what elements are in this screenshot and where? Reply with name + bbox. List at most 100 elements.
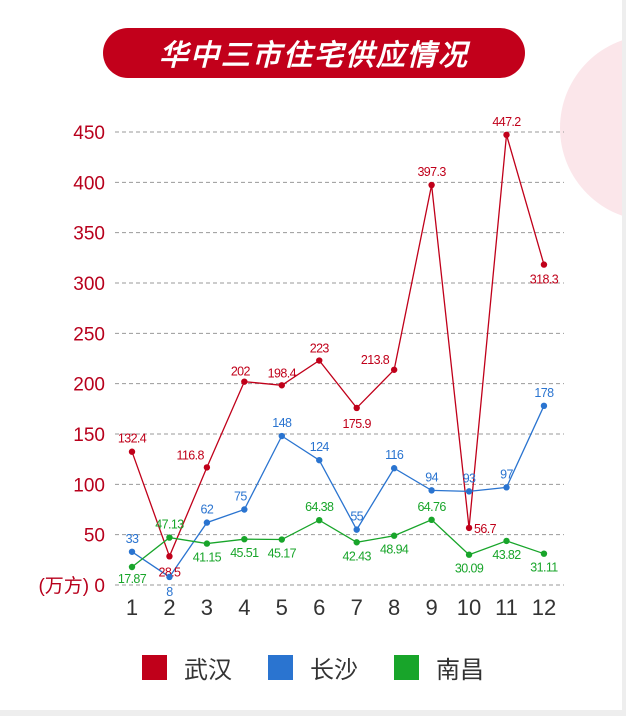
legend-swatch-wuhan (142, 655, 167, 680)
data-point (203, 519, 211, 526)
x-tick-label: 11 (495, 595, 518, 620)
data-point (316, 516, 323, 524)
series-line-1 (131, 405, 545, 578)
x-tick-label: 9 (425, 595, 437, 620)
data-point (465, 551, 473, 558)
data-label: 97 (500, 467, 513, 481)
data-label: 56.7 (474, 522, 497, 536)
data-label: 45.51 (230, 546, 259, 560)
data-label: 62 (201, 503, 214, 517)
data-label: 75 (234, 490, 247, 504)
x-tick-label: 2 (163, 595, 175, 620)
data-point (316, 357, 323, 364)
data-label: 47.13 (155, 518, 184, 532)
data-point (503, 484, 510, 491)
data-label: 198.4 (268, 366, 297, 380)
data-point (241, 535, 248, 543)
data-label: 318.3 (530, 273, 559, 287)
data-label: 132.4 (118, 432, 147, 446)
data-label: 124 (310, 440, 330, 454)
data-label: 175.9 (343, 417, 372, 431)
data-label: 93 (463, 471, 476, 485)
y-tick-label: 250 (73, 324, 105, 345)
data-point (353, 539, 360, 546)
data-label: 45.17 (268, 547, 297, 561)
legend: 武汉 长沙 南昌 (142, 650, 520, 685)
y-tick-label: 300 (73, 274, 105, 295)
legend-item-changsha: 长沙 (268, 650, 358, 685)
data-point (353, 404, 360, 412)
data-label: 397.3 (417, 165, 446, 179)
data-label: 148 (272, 416, 292, 430)
data-label: 447.2 (492, 115, 521, 129)
y-tick-label: 450 (73, 123, 105, 144)
data-point (540, 402, 548, 410)
x-tick-label: 5 (276, 595, 288, 620)
data-point (203, 540, 211, 547)
legend-label-wuhan: 武汉 (184, 656, 232, 684)
y-tick-label: 350 (73, 224, 105, 245)
data-point (166, 573, 173, 581)
data-label: 178 (534, 386, 554, 400)
series-line-2 (131, 519, 545, 568)
data-label: 55 (350, 510, 363, 524)
legend-label-nanchang: 南昌 (436, 656, 484, 684)
data-point (465, 488, 473, 495)
data-label: 8 (166, 585, 173, 599)
data-point (128, 448, 136, 455)
data-label: 41.15 (193, 551, 222, 565)
data-point (390, 366, 398, 373)
data-point (166, 553, 173, 560)
data-label: 116 (385, 448, 404, 462)
x-tick-label: 8 (388, 595, 400, 620)
legend-swatch-changsha (268, 655, 293, 680)
data-point (278, 382, 285, 389)
data-point (428, 487, 435, 494)
data-label: 116.8 (177, 448, 205, 462)
x-tick-label: 1 (126, 595, 138, 620)
data-label: 28.5 (158, 565, 181, 579)
data-point (390, 465, 398, 472)
x-tick-label: 12 (532, 595, 556, 620)
data-point (503, 131, 510, 139)
data-point (278, 536, 285, 543)
data-point (428, 516, 435, 524)
legend-swatch-nanchang (394, 655, 419, 680)
data-label: 223 (310, 342, 330, 356)
data-point (316, 456, 323, 464)
x-tick-label: 6 (313, 595, 325, 620)
y-tick-label: 400 (73, 173, 105, 194)
title-banner: 华中三市住宅供应情况 (103, 28, 525, 78)
data-point (128, 548, 136, 555)
data-point (128, 563, 136, 571)
data-point (540, 261, 548, 268)
data-point (428, 181, 435, 189)
data-label: 94 (425, 470, 438, 484)
data-label: 30.09 (455, 562, 484, 576)
y-tick-label: (万方) 0 (38, 575, 105, 597)
legend-item-nanchang: 南昌 (394, 650, 484, 685)
data-label: 43.82 (492, 548, 521, 562)
y-tick-label: 100 (73, 475, 105, 496)
data-label: 17.87 (118, 572, 147, 586)
x-tick-label: 7 (351, 595, 363, 620)
data-label: 33 (126, 532, 139, 546)
data-point (390, 532, 398, 539)
data-point (503, 537, 510, 545)
x-tick-label: 10 (457, 595, 481, 620)
data-point (278, 432, 285, 440)
x-tick-label: 4 (238, 595, 250, 620)
data-label: 31.11 (530, 561, 558, 575)
data-label: 64.76 (417, 500, 446, 514)
data-label: 42.43 (343, 549, 372, 563)
y-tick-label: 50 (84, 526, 105, 547)
data-point (241, 378, 248, 385)
data-label: 213.8 (361, 353, 390, 367)
data-point (540, 550, 548, 557)
data-point (353, 526, 360, 533)
chart-title: 华中三市住宅供应情况 (158, 38, 469, 72)
data-label: 64.38 (305, 500, 334, 514)
y-tick-label: 150 (73, 425, 105, 446)
